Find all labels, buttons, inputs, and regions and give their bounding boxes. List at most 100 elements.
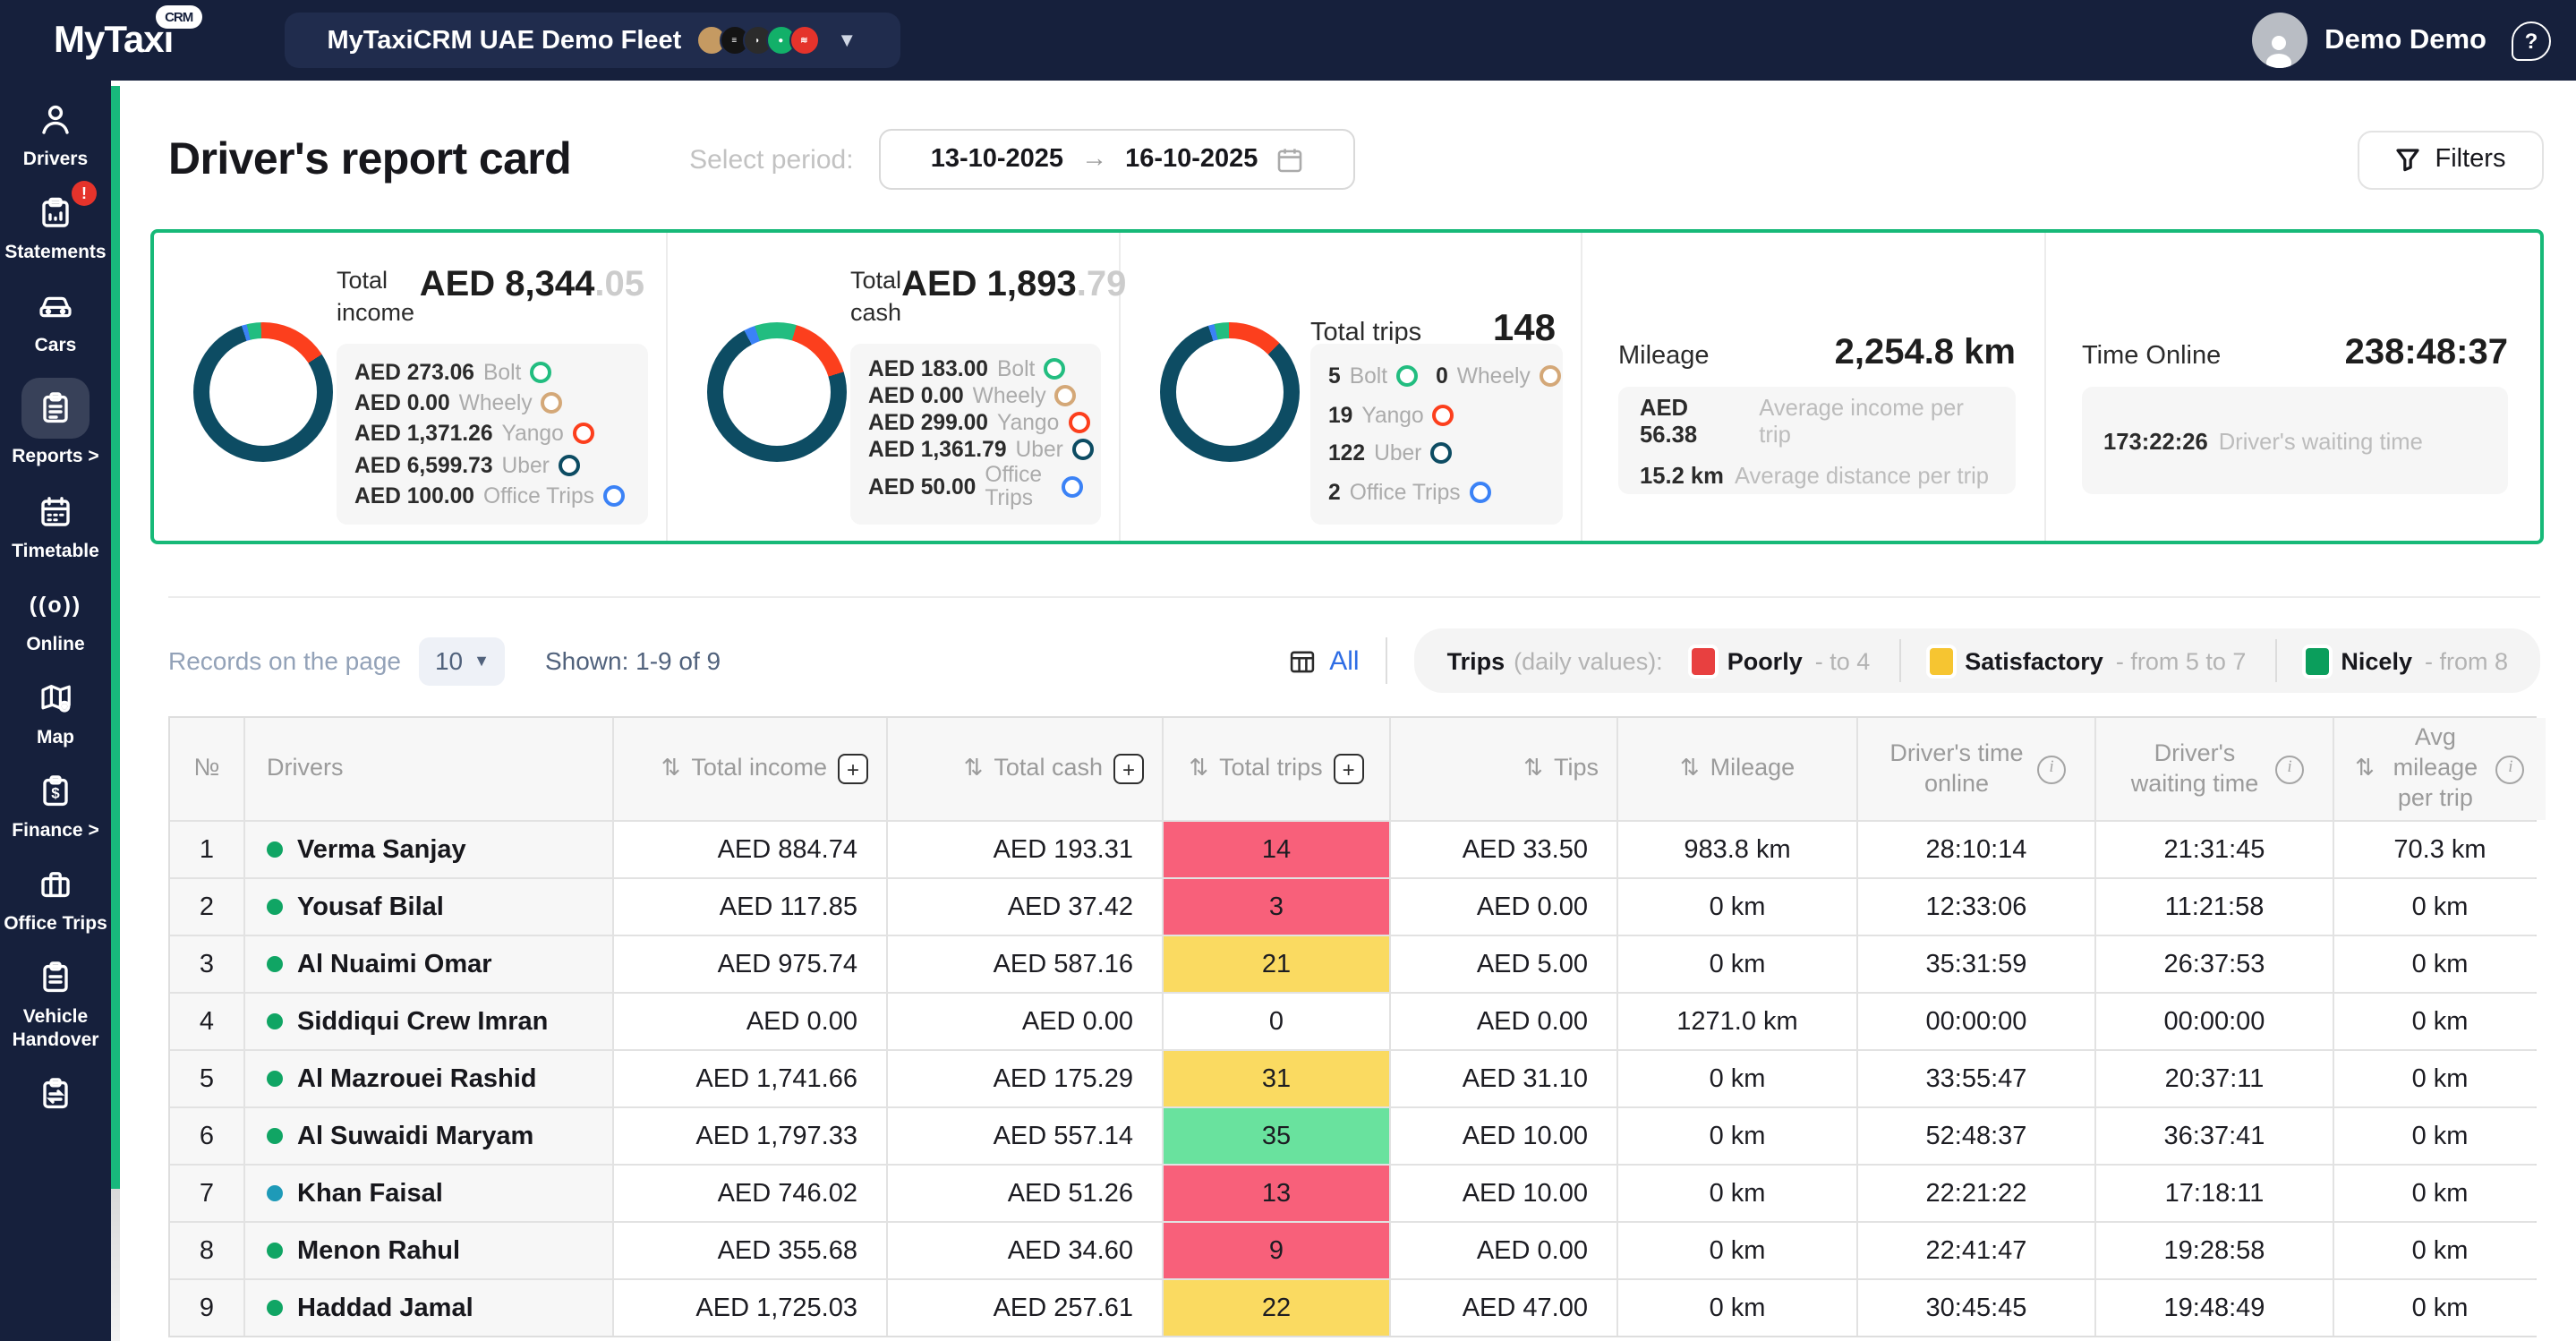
reports-active-highlight xyxy=(21,378,90,440)
driver-cell[interactable]: Al Mazrouei Rashid xyxy=(245,1051,612,1106)
expand-plus-icon[interactable]: + xyxy=(1113,754,1144,784)
table-grid-icon xyxy=(1290,650,1314,672)
driver-cell[interactable]: Menon Rahul xyxy=(245,1223,612,1278)
sidebar-item-partial[interactable] xyxy=(0,1073,111,1116)
sidebar-item-office-trips[interactable]: Office Trips xyxy=(0,863,111,936)
brand-logo[interactable]: MyTaxi CRM xyxy=(54,4,202,62)
drivers-report-table: № Drivers ⇅ Total income + ⇅ Total cash + ⇅ T… xyxy=(168,716,2546,1337)
driver-name: Menon Rahul xyxy=(297,1236,461,1265)
trips-cell: 35 xyxy=(1164,1108,1389,1164)
sidebar-item-drivers[interactable]: Drivers xyxy=(0,98,111,172)
waiting-cell: 19:28:58 xyxy=(2096,1223,2333,1278)
col-header-drivers: Drivers xyxy=(245,718,612,820)
time-online-cell: 28:10:14 xyxy=(1858,822,2094,877)
stat-card-time-online: Time Online 238:48:37 173:22:26 Driver's … xyxy=(2046,233,2537,541)
col-header-trips[interactable]: ⇅ Total trips + xyxy=(1164,718,1389,820)
time-online-details: 173:22:26 Driver's waiting time xyxy=(2082,387,2508,494)
col-header-time-online[interactable]: Driver's time online i xyxy=(1858,718,2094,820)
date-to: 16-10-2025 xyxy=(1125,145,1258,174)
col-header-income[interactable]: ⇅ Total income + xyxy=(614,718,886,820)
avg-mileage-cell: 0 km xyxy=(2334,1166,2546,1221)
driver-status-dot xyxy=(267,956,283,972)
driver-status-dot xyxy=(267,1128,283,1144)
show-all-link[interactable]: All xyxy=(1286,645,1360,676)
clipboard-icon xyxy=(36,1073,75,1116)
scrollbar-track[interactable] xyxy=(111,1189,120,1341)
waiting-cell: 36:37:41 xyxy=(2096,1108,2333,1164)
brand-dot-icon: ≡ xyxy=(719,25,750,56)
driver-cell[interactable]: Al Suwaidi Maryam xyxy=(245,1108,612,1164)
driver-cell[interactable]: Haddad Jamal xyxy=(245,1280,612,1336)
driver-status-dot xyxy=(267,1185,283,1201)
table-toolbar: Records on the page 10 ▼ Shown: 1-9 of 9… xyxy=(168,627,2540,695)
row-num: 4 xyxy=(170,994,243,1049)
crm-badge: CRM xyxy=(156,4,202,28)
sort-icon: ⇅ xyxy=(661,754,681,782)
driver-cell[interactable]: Yousaf Bilal xyxy=(245,879,612,935)
time-online-cell: 22:41:47 xyxy=(1858,1223,2094,1278)
mileage-cell: 0 km xyxy=(1618,1280,1856,1336)
funnel-icon xyxy=(2396,149,2420,172)
fleet-name: MyTaxiCRM UAE Demo Fleet xyxy=(327,26,682,55)
sort-icon: ⇅ xyxy=(2355,754,2375,782)
driver-name: Haddad Jamal xyxy=(297,1294,473,1322)
row-num: 5 xyxy=(170,1051,243,1106)
driver-cell[interactable]: Khan Faisal xyxy=(245,1166,612,1221)
fleet-selector[interactable]: MyTaxiCRM UAE Demo Fleet ≡ ◗ ● ≋ ▼ xyxy=(284,13,900,68)
sidebar-item-timetable[interactable]: Timetable xyxy=(0,490,111,563)
toolbar-divider xyxy=(1386,637,1388,684)
map-icon xyxy=(35,677,76,720)
date-range-input[interactable]: 13-10-2025 → 16-10-2025 xyxy=(878,129,1355,190)
office-trips-ring-dot xyxy=(602,485,625,508)
expand-plus-icon[interactable]: + xyxy=(838,754,868,784)
driver-cell[interactable]: Siddiqui Crew Imran xyxy=(245,994,612,1049)
col-header-tips[interactable]: ⇅ Tips xyxy=(1391,718,1616,820)
driver-cell[interactable]: Verma Sanjay xyxy=(245,822,612,877)
time-online-cell: 35:31:59 xyxy=(1858,936,2094,992)
col-header-waiting[interactable]: Driver's waiting time i xyxy=(2096,718,2333,820)
sidebar-item-online[interactable]: ((o)) Online xyxy=(0,583,111,656)
help-icon[interactable]: ? xyxy=(2512,21,2551,60)
tips-cell: AED 10.00 xyxy=(1391,1108,1616,1164)
office-trips-ring-dot xyxy=(1469,482,1491,504)
col-header-avg-mileage[interactable]: ⇅ Avg mileage per trip i xyxy=(2334,718,2546,820)
alert-badge: ! xyxy=(72,181,97,207)
col-header-mileage[interactable]: ⇅ Mileage xyxy=(1618,718,1856,820)
waiting-cell: 19:48:49 xyxy=(2096,1280,2333,1336)
fleet-brand-icons: ≡ ◗ ● ≋ xyxy=(695,25,820,56)
avatar xyxy=(2251,13,2307,68)
date-from: 13-10-2025 xyxy=(930,145,1064,174)
scrollbar-thumb[interactable] xyxy=(111,86,120,1189)
sidebar-item-reports[interactable]: Reports > xyxy=(0,378,111,470)
col-header-cash[interactable]: ⇅ Total cash + xyxy=(888,718,1162,820)
records-per-page-select[interactable]: 10 ▼ xyxy=(418,636,506,685)
sidebar-item-map[interactable]: Map xyxy=(0,677,111,750)
expand-plus-icon[interactable]: + xyxy=(1333,754,1364,784)
cash-cell: AED 257.61 xyxy=(888,1280,1162,1336)
sidebar-item-statements[interactable]: ! Statements xyxy=(0,181,111,265)
filters-button[interactable]: Filters xyxy=(2358,130,2544,189)
trips-cell: 13 xyxy=(1164,1166,1389,1221)
trips-breakdown: 5 Bolt 0 Wheely 19 Yango 122 Uber 2 Office Tr… xyxy=(1310,344,1563,525)
sidebar-item-finance[interactable]: $ Finance > xyxy=(0,770,111,843)
user-menu[interactable]: Demo Demo ? xyxy=(2251,13,2551,68)
mileage-cell: 0 km xyxy=(1618,936,1856,992)
user-name: Demo Demo xyxy=(2324,24,2486,55)
avg-mileage-cell: 0 km xyxy=(2334,1108,2546,1164)
sidebar-item-vehicle-handover[interactable]: Vehicle Handover xyxy=(0,956,111,1054)
stat-value: 148 xyxy=(1492,308,1556,349)
brand-dot-icon: ≋ xyxy=(789,25,820,56)
driver-name: Verma Sanjay xyxy=(297,835,466,864)
person-icon xyxy=(36,98,75,141)
driver-cell[interactable]: Al Nuaimi Omar xyxy=(245,936,612,992)
sidebar-item-cars[interactable]: Cars xyxy=(0,286,111,359)
waiting-cell: 26:37:53 xyxy=(2096,936,2333,992)
time-online-cell: 00:00:00 xyxy=(1858,994,2094,1049)
sort-icon: ⇅ xyxy=(1523,754,1543,782)
tips-cell: AED 0.00 xyxy=(1391,879,1616,935)
avg-mileage-cell: 0 km xyxy=(2334,994,2546,1049)
cash-cell: AED 193.31 xyxy=(888,822,1162,877)
row-num: 9 xyxy=(170,1280,243,1336)
info-icon: i xyxy=(2495,755,2525,783)
